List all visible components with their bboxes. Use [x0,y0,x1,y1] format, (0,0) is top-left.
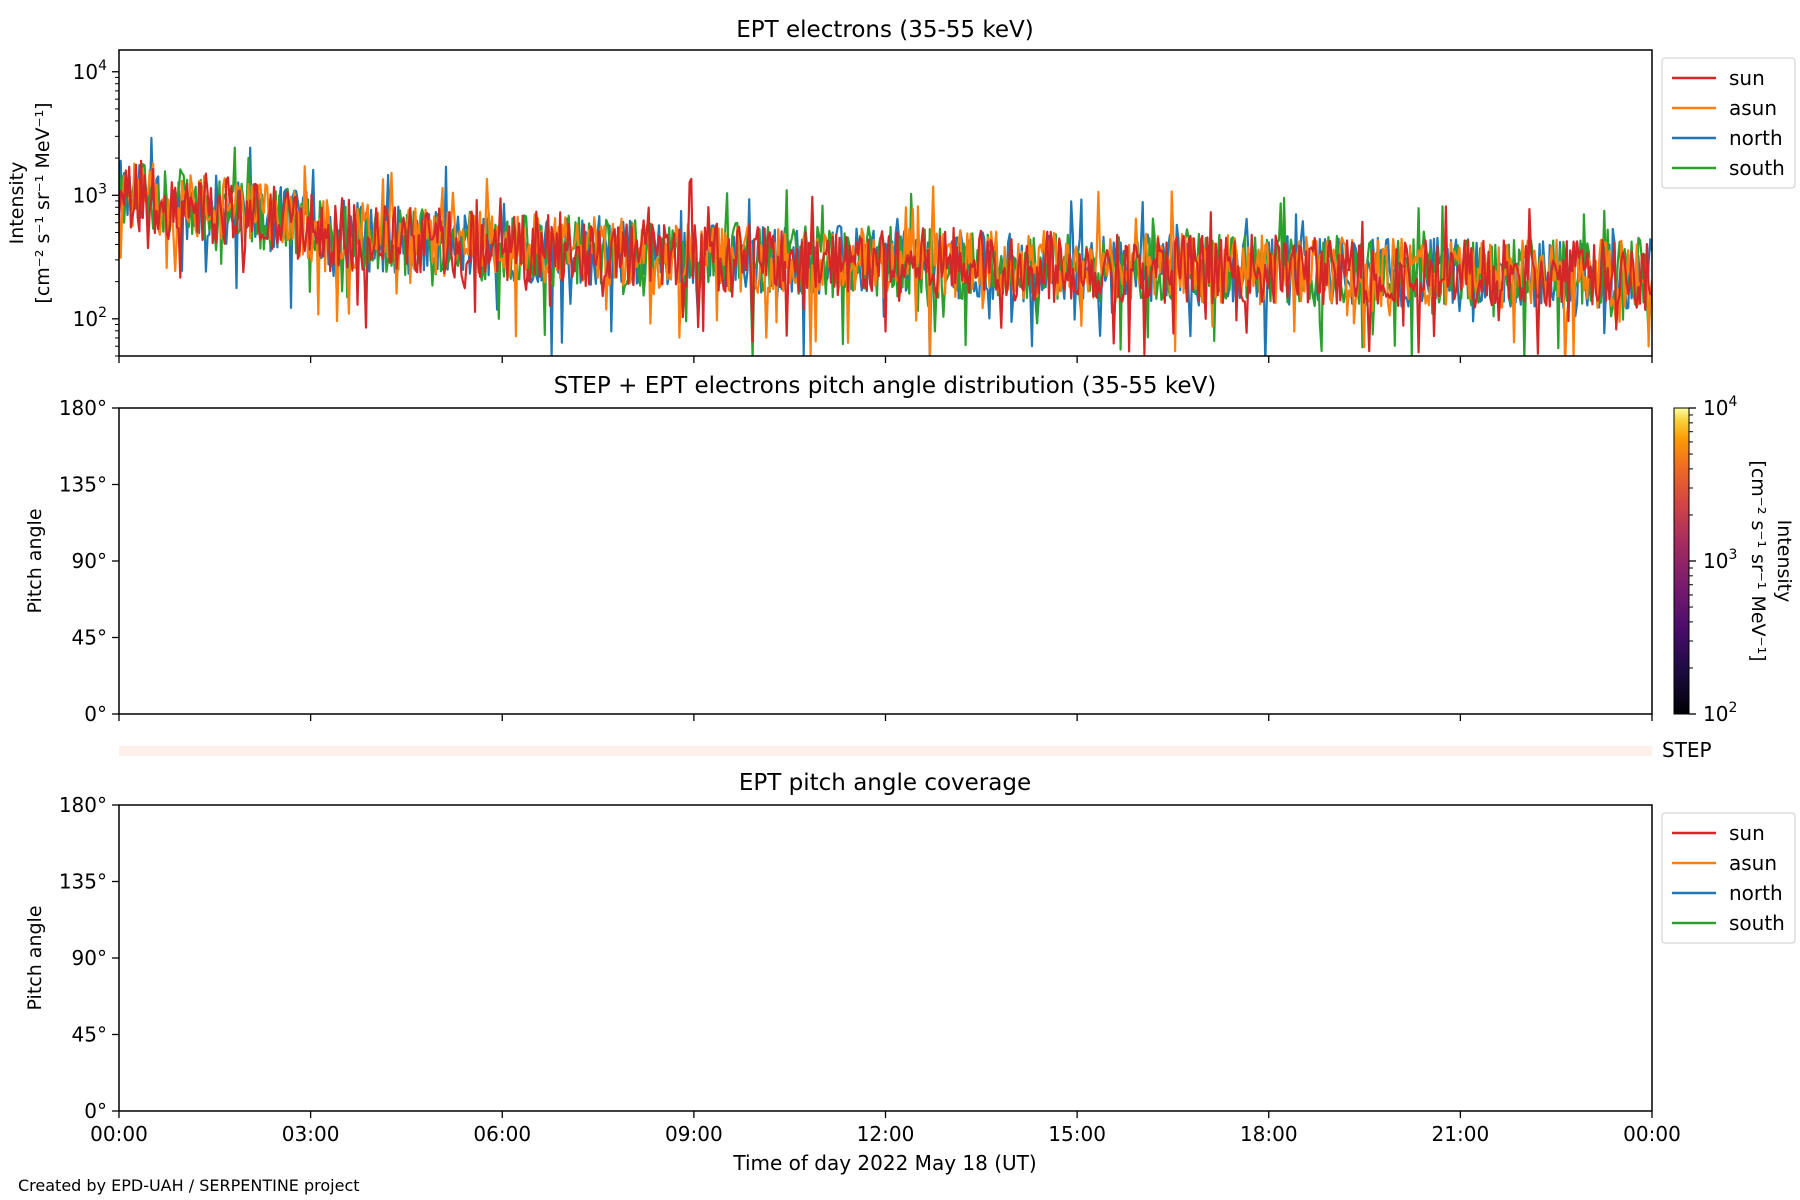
colorbar [1673,407,1690,715]
legend-label-south: south [1729,156,1785,180]
xtick-label: 15:00 [1048,1122,1106,1146]
coverage-ylabel: Pitch angle [24,905,46,1010]
xtick-label: 00:00 [90,1122,148,1146]
pad-x-ticks [118,714,1653,721]
coverage-legend: sun asun north south [1661,812,1796,944]
step-strip [119,746,1652,756]
panel-pad: STEP + EPT electrons pitch angle distrib… [24,373,1795,726]
legend-label-asun: asun [1729,96,1777,120]
intensity-ylabel-line1: Intensity [6,162,28,245]
xtick-label: 03:00 [282,1122,340,1146]
pa-ytick-label: 45° [72,626,107,650]
coverage-xlabel: Time of day 2022 May 18 (UT) [732,1151,1036,1175]
colorbar-label-line1: Intensity [1773,520,1795,603]
footer-credit: Created by EPD-UAH / SERPENTINE project [18,1176,360,1195]
intensity-x-ticks [118,356,1653,363]
colorbar-tick-label: 103 [1703,547,1737,573]
xtick-label: 06:00 [473,1122,531,1146]
pa-ytick-label: 0° [84,1099,107,1123]
legend-label-north: north [1729,126,1783,150]
xtick-label: 00:00 [1623,1122,1681,1146]
coverage-legend-label-south: south [1729,911,1785,935]
xtick-label: 09:00 [665,1122,723,1146]
pa-ytick-label: 180° [59,396,107,420]
pa-ytick-label: 135° [59,870,107,894]
panel-intensity-title: EPT electrons (35-55 keV) [736,17,1033,43]
intensity-ytick-label: 102 [73,305,107,331]
colorbar-ticks: 102 103 104 [1689,394,1737,726]
coverage-legend-label-north: north [1729,881,1783,905]
pa-ytick-label: 135° [59,473,107,497]
intensity-y-ticks: 102 103 104 [73,58,119,357]
intensity-series-group [119,136,1652,356]
pa-ytick-label: 45° [72,1023,107,1047]
coverage-y-ticks: 0° 45° 90° 135° 180° [59,793,119,1123]
series-line-sun [119,159,1652,356]
coverage-x-ticks: 00:00 03:00 06:00 09:00 12:00 15:00 18:00 21:00… [90,1111,1681,1146]
legend-label-sun: sun [1729,66,1765,90]
colorbar-tick-label: 104 [1703,394,1737,420]
pa-ytick-label: 90° [72,946,107,970]
pad-ylabel: Pitch angle [24,508,46,613]
panel-step-strip: STEP [119,738,1712,762]
panel-coverage-title: EPT pitch angle coverage [739,770,1031,796]
pa-ytick-label: 0° [84,702,107,726]
pad-y-ticks: 0° 45° 90° 135° 180° [59,396,119,726]
pa-ytick-label: 90° [72,549,107,573]
panel-pad-frame [118,407,1653,715]
intensity-legend-box [1661,57,1796,189]
xtick-label: 18:00 [1240,1122,1298,1146]
pa-ytick-label: 180° [59,793,107,817]
intensity-ytick-label: 104 [73,58,107,84]
xtick-label: 21:00 [1432,1122,1490,1146]
panel-coverage-frame [118,804,1653,1112]
step-label: STEP [1662,738,1712,762]
colorbar-tick-label: 102 [1703,700,1737,726]
panel-pad-title: STEP + EPT electrons pitch angle distrib… [554,373,1216,399]
coverage-legend-label-sun: sun [1729,821,1765,845]
panel-coverage: EPT pitch angle coverage 0° 45° 90° 135° 180… [24,770,1796,1175]
intensity-ylabel-line2: [cm⁻² s⁻¹ sr⁻¹ MeV⁻¹] [32,102,54,303]
colorbar-label-line2: [cm⁻² s⁻¹ sr⁻¹ MeV⁻¹] [1747,460,1769,661]
intensity-legend: sun asun north south [1661,57,1796,189]
panel-intensity: EPT electrons (35-55 keV) 102 103 104 Inte… [6,17,1796,363]
coverage-legend-box [1661,812,1796,944]
intensity-ytick-label: 103 [73,181,107,207]
xtick-label: 12:00 [857,1122,915,1146]
coverage-legend-label-asun: asun [1729,851,1777,875]
